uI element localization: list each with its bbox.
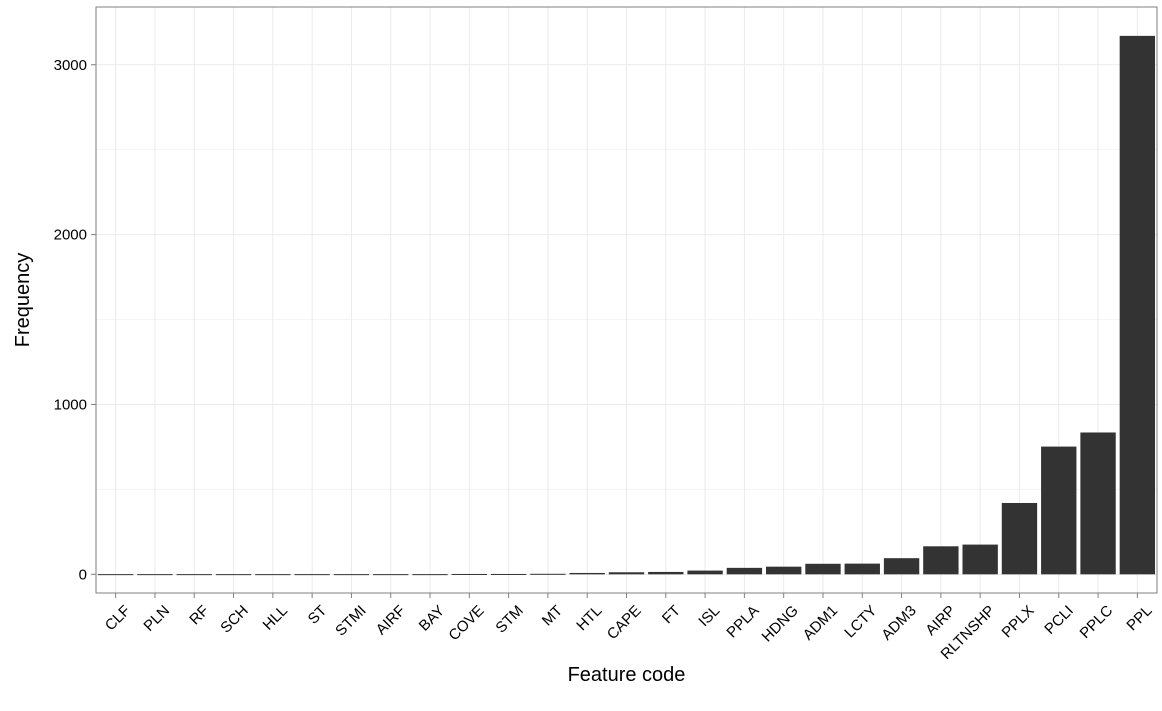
x-tick-label: HLL [260,602,291,633]
x-tick-label: PCLI [1041,602,1077,638]
bar-lcty [844,563,880,575]
bar-rf [176,574,212,576]
bar-st [294,574,330,576]
bar-hdng [766,566,802,575]
x-tick-label: CLF [102,602,134,634]
x-tick-label: ADM1 [800,602,841,643]
x-tick-label: ISL [695,602,723,630]
bar-pplc [1080,432,1116,575]
bars [97,35,1156,576]
x-tick-label: SCH [217,602,251,636]
x-tick-label: ST [305,602,331,628]
bar-airf [373,574,409,576]
bar-ppl [1119,35,1156,575]
bar-hll [255,574,291,576]
bar-stm [490,573,527,575]
x-tick-label: PLN [140,602,173,635]
x-tick-label: AIRP [922,602,959,639]
y-axis: 0 1000 2000 3000 [54,57,96,583]
x-tick-label: AIRF [373,602,409,638]
bar-adm1 [805,563,841,575]
x-tick-label: STM [492,602,526,636]
y-tick-label: 0 [79,566,87,583]
bar-mt [530,573,566,575]
bar-adm3 [883,558,920,575]
x-tick-label: COVE [445,602,487,644]
x-tick-label: LCTY [841,602,880,641]
x-axis-title: Feature code [568,664,686,686]
x-tick-label: FT [659,602,684,627]
x-tick-label: ADM3 [878,602,919,643]
y-axis-title: Frequency [12,253,34,348]
y-tick-label: 2000 [54,227,87,244]
bar-stmi [333,574,370,576]
bar-clf [97,574,134,576]
x-tick-label: CAPE [604,602,645,643]
bar-ppla [726,567,763,575]
bar-cape [608,572,645,575]
bar-htl [569,572,605,575]
x-tick-label: PPL [1123,602,1155,634]
bar-cove [451,573,487,575]
x-tick-label: HTL [573,602,605,634]
major-gridlines [96,7,1157,593]
x-tick-label: BAY [416,602,448,634]
bar-pcli [1041,446,1077,575]
x-tick-label: STMI [332,602,369,639]
bar-pln [137,574,173,576]
bar-ft [648,571,684,575]
x-tick-label: HDNG [759,602,802,645]
y-tick-label: 3000 [54,57,87,74]
bar-bay [412,574,448,576]
bar-airp [923,546,959,575]
x-tick-label: MT [539,602,566,629]
x-tick-label: PPLC [1077,602,1117,642]
bar-rltnshp [962,544,998,575]
x-tick-label: RF [186,602,212,628]
bar-sch [215,574,252,576]
bar-isl [687,570,723,575]
x-tick-label: PPLX [999,602,1038,641]
y-tick-label: 1000 [54,396,87,413]
x-tick-label: PPLA [723,602,762,641]
bar-pplx [1001,502,1038,575]
